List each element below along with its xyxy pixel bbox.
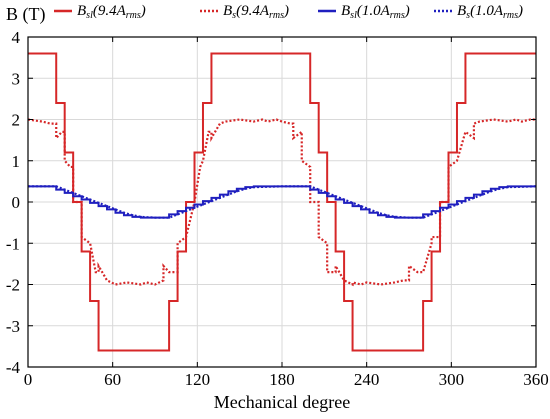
plot-border [27, 36, 537, 368]
legend-label-1: Bsl(9.4Arms) [77, 3, 146, 21]
y-tick-label: -4 [6, 358, 21, 377]
x-tick-label: 0 [24, 370, 33, 389]
chart-legend: Bsl(9.4Arms) Bs(9.4Arms) Bsl(1.0Arms) Bs(1.… [54, 3, 523, 21]
series-line-2 [27, 118, 536, 287]
y-tick-label: -3 [6, 317, 20, 336]
series-layer [27, 52, 537, 352]
x-axis-label: Mechanical degree [214, 392, 350, 412]
y-tick-label: -1 [6, 234, 20, 253]
series-line-4 [28, 185, 537, 219]
plot-frame [27, 36, 537, 368]
grid-layer [28, 37, 536, 367]
y-tick-label: 0 [12, 193, 21, 212]
legend-label-4: Bs(1.0Arms) [457, 3, 523, 21]
x-tick-label: 120 [185, 370, 211, 389]
tick-labels: 0 60 120 180 240 300 360 4 3 2 1 0 -1 -2 -3 -4 [6, 28, 549, 389]
x-tick-label: 60 [104, 370, 121, 389]
legend-label-2: Bs(9.4Arms) [223, 3, 289, 21]
x-tick-label: 300 [439, 370, 465, 389]
x-tick-label: 180 [269, 370, 295, 389]
y-tick-label: 3 [12, 69, 21, 88]
y-axis-label: B (T) [6, 4, 46, 25]
y-tick-label: -2 [6, 276, 20, 295]
y-tick-label: 1 [12, 152, 21, 171]
x-tick-label: 360 [523, 370, 549, 389]
legend-label-3: Bsl(1.0Arms) [341, 3, 410, 21]
y-tick-label: 2 [12, 111, 21, 130]
y-tick-label: 4 [12, 28, 21, 47]
x-tick-label: 240 [354, 370, 380, 389]
